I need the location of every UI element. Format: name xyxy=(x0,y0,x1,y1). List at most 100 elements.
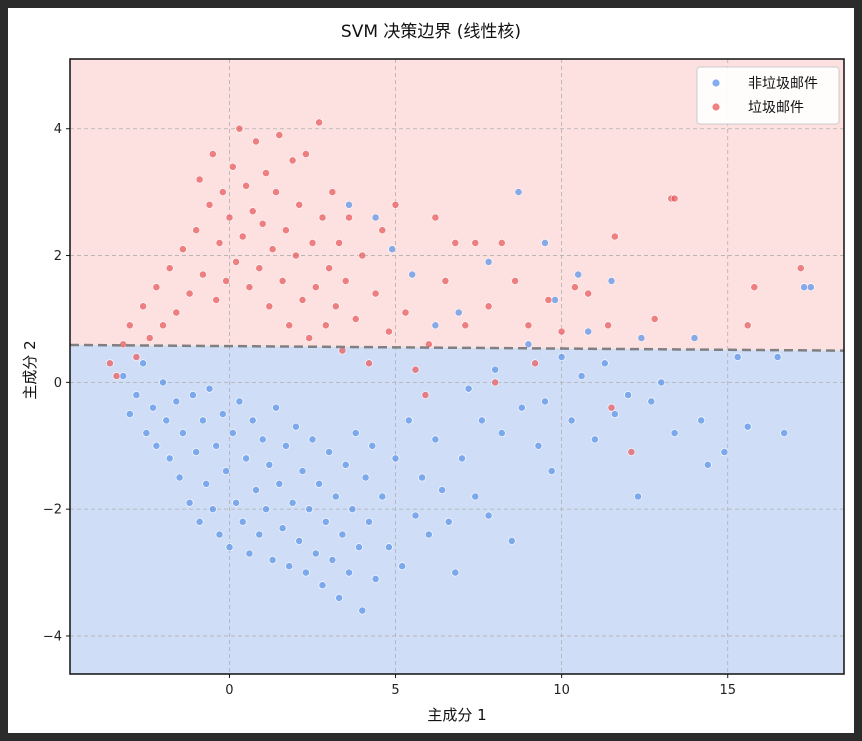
data-point xyxy=(335,238,343,247)
x-axis-ticks: 0 5 10 15 xyxy=(225,674,736,698)
data-point xyxy=(245,549,254,558)
data-point xyxy=(557,327,566,336)
data-point xyxy=(365,517,373,526)
data-point xyxy=(796,264,805,273)
legend-label-ham: 非垃圾邮件 xyxy=(748,76,818,92)
data-point xyxy=(172,397,181,406)
data-point xyxy=(341,276,350,285)
data-point xyxy=(378,226,387,235)
data-point xyxy=(398,562,407,571)
data-point xyxy=(281,226,290,235)
data-point xyxy=(298,295,307,304)
data-point xyxy=(743,321,752,330)
data-point xyxy=(703,460,712,469)
data-point xyxy=(773,353,782,361)
data-point xyxy=(358,251,367,260)
data-point xyxy=(444,517,453,526)
data-point xyxy=(185,289,194,298)
data-point xyxy=(202,479,211,488)
data-point xyxy=(507,537,516,545)
data-point xyxy=(265,460,274,469)
data-point xyxy=(431,213,440,222)
chart-title: SVM 决策边界 (线性核) xyxy=(341,22,521,42)
data-point xyxy=(208,505,217,514)
data-point xyxy=(228,162,237,171)
data-point xyxy=(278,276,287,285)
region-spam xyxy=(70,59,844,351)
data-point xyxy=(408,270,417,279)
data-point xyxy=(591,435,599,444)
data-point xyxy=(800,283,808,292)
data-point xyxy=(288,156,297,165)
data-point xyxy=(471,238,480,247)
data-point xyxy=(351,314,360,323)
data-point xyxy=(574,270,583,279)
data-point xyxy=(657,378,666,387)
data-point xyxy=(458,454,466,463)
data-point xyxy=(368,441,377,450)
data-point xyxy=(604,321,612,330)
data-point xyxy=(132,353,141,361)
data-point xyxy=(401,308,410,317)
data-point xyxy=(222,276,230,285)
data-point xyxy=(195,175,204,184)
data-point xyxy=(172,308,181,317)
data-point xyxy=(208,150,217,158)
data-point xyxy=(235,397,244,406)
data-point xyxy=(321,517,330,526)
data-point xyxy=(106,359,114,368)
legend-box xyxy=(696,66,840,125)
data-point xyxy=(547,467,556,475)
data-point xyxy=(421,391,430,399)
data-point xyxy=(272,188,280,196)
data-point xyxy=(252,486,260,494)
data-point xyxy=(557,353,566,361)
data-point xyxy=(534,441,543,450)
data-point xyxy=(308,238,317,247)
data-point xyxy=(341,460,350,469)
data-point xyxy=(242,181,250,190)
data-point xyxy=(418,473,426,482)
data-point xyxy=(272,403,280,412)
data-point xyxy=(252,137,260,146)
data-point xyxy=(232,257,240,266)
data-point xyxy=(331,302,340,311)
data-point xyxy=(258,435,267,444)
data-point xyxy=(627,448,636,456)
data-point xyxy=(325,264,333,273)
data-point xyxy=(139,359,147,368)
data-point xyxy=(125,410,134,418)
data-point xyxy=(541,397,549,406)
data-point xyxy=(567,416,576,425)
x-tick-label: 15 xyxy=(719,683,736,698)
data-point xyxy=(607,276,616,285)
data-point xyxy=(451,568,460,577)
data-point xyxy=(178,429,187,437)
legend-marker-ham xyxy=(711,78,721,88)
data-points xyxy=(106,118,815,615)
data-point xyxy=(275,131,284,139)
legend-item-spam: 垃圾邮件 xyxy=(711,100,804,116)
data-point xyxy=(301,568,310,577)
data-point xyxy=(295,200,304,209)
data-point xyxy=(544,295,553,304)
data-point xyxy=(192,448,201,456)
data-point xyxy=(268,556,277,564)
data-point xyxy=(218,410,227,418)
data-point xyxy=(351,429,360,437)
data-point xyxy=(321,321,330,330)
data-point xyxy=(311,549,320,558)
data-point xyxy=(235,124,244,133)
data-point xyxy=(288,498,297,507)
y-tick-label: 2 xyxy=(54,249,62,264)
data-point xyxy=(584,327,593,336)
data-point xyxy=(411,511,420,520)
data-point xyxy=(315,479,323,488)
data-point xyxy=(577,372,586,380)
data-point xyxy=(524,321,533,330)
data-point xyxy=(119,372,128,380)
data-point xyxy=(275,479,284,488)
data-point xyxy=(391,200,400,209)
data-point xyxy=(361,473,370,482)
data-point xyxy=(424,530,433,539)
